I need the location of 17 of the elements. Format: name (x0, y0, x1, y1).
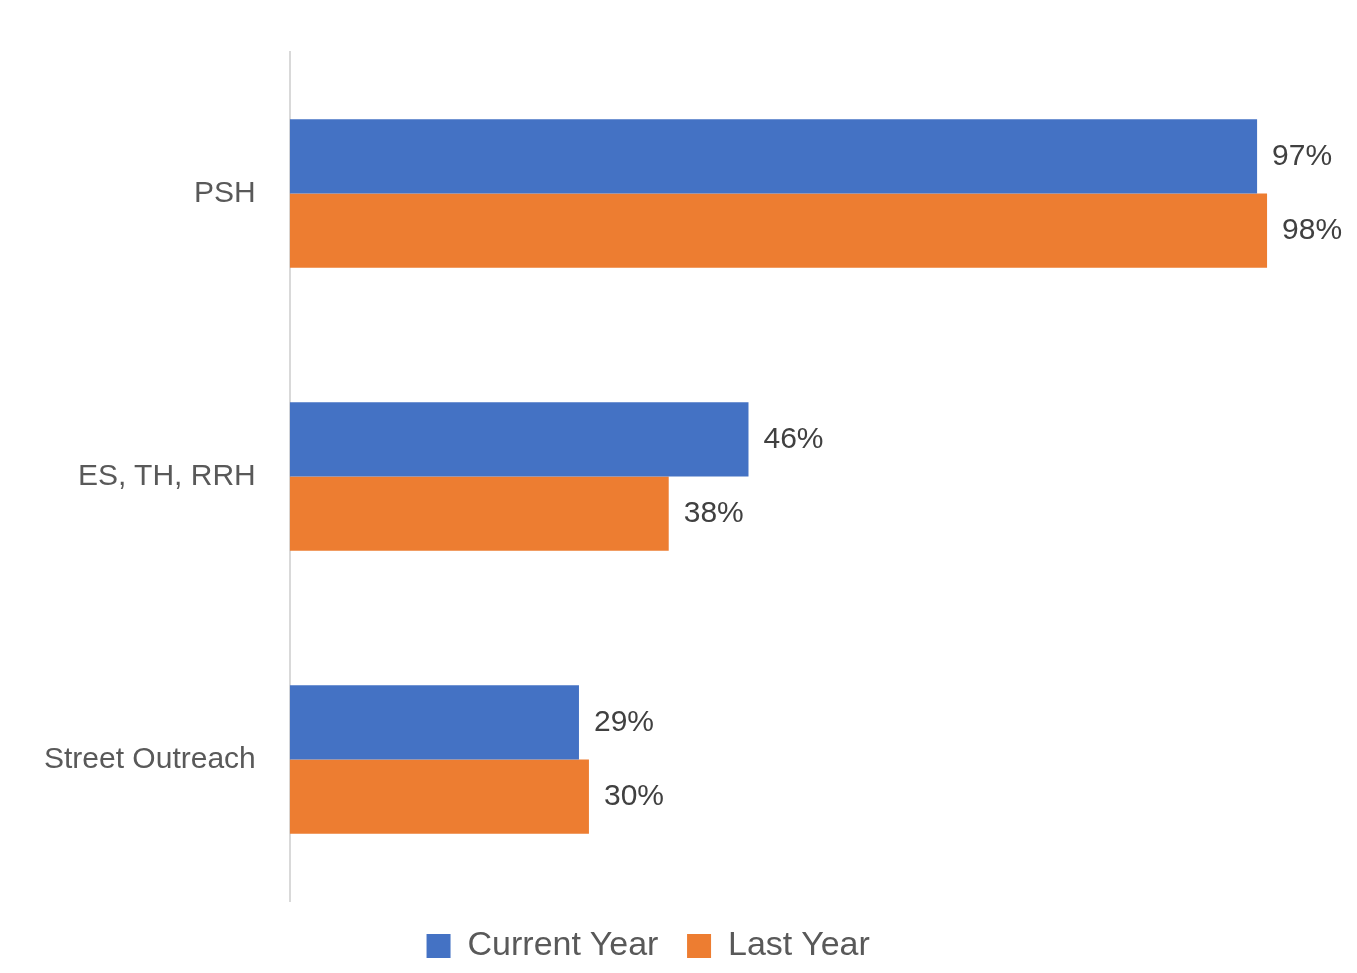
y-tick-label: ES, TH, RRH (77, 457, 256, 491)
data-label: 97% (1272, 137, 1333, 171)
data-label: 29% (593, 703, 655, 737)
legend-label: Last Year (728, 924, 870, 963)
data-label: 30% (603, 777, 664, 811)
y-tick-label: PSH (194, 174, 256, 208)
bar (289, 685, 579, 760)
data-label: 46% (763, 420, 824, 454)
bar (289, 759, 589, 834)
legend-label: Current Year (467, 924, 659, 963)
bar (289, 193, 1268, 268)
data-label: 38% (683, 494, 744, 528)
bar (289, 476, 669, 551)
bar (289, 119, 1258, 194)
y-tick-label: Street Outreach (43, 740, 256, 774)
bar (289, 402, 749, 477)
data-label: 98% (1282, 211, 1343, 245)
